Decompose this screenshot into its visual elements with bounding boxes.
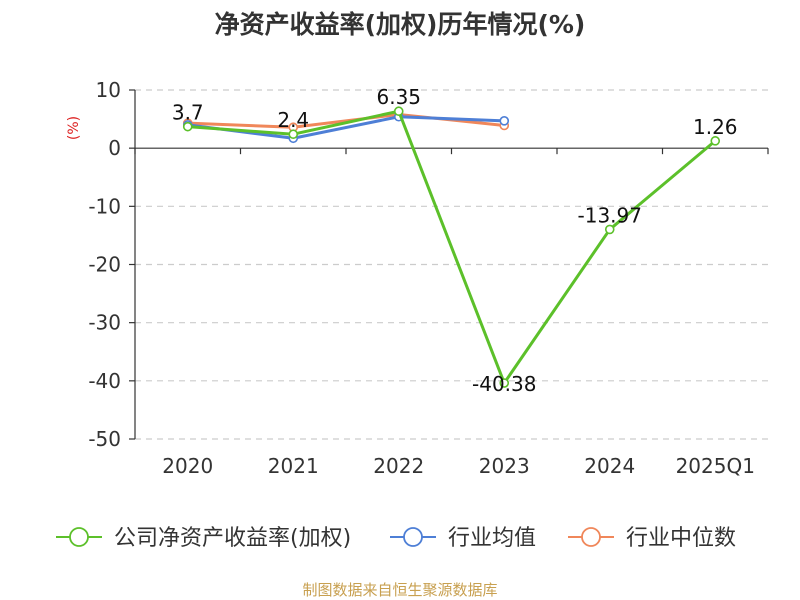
legend: 公司净资产收益率(加权) 行业均值 行业中位数 bbox=[56, 526, 736, 551]
x-tick-label: 2023 bbox=[479, 454, 530, 478]
grid-lines bbox=[135, 89, 768, 440]
data-label: 6.35 bbox=[376, 85, 421, 109]
source-note: 制图数据来自恒生聚源数据库 bbox=[302, 581, 497, 599]
y-tick-label: -40 bbox=[88, 369, 121, 393]
data-point bbox=[288, 129, 299, 140]
legend-label: 公司净资产收益率(加权) bbox=[114, 526, 351, 551]
data-label: 2.4 bbox=[277, 108, 309, 132]
y-tick-label: -30 bbox=[88, 311, 121, 335]
series-line-0 bbox=[187, 109, 717, 385]
data-point bbox=[393, 106, 404, 117]
x-tick-label: 2020 bbox=[162, 454, 213, 478]
data-labels: 3.7 2.4 6.35 -40.38 -13.97 1.26 bbox=[172, 85, 738, 396]
legend-marker bbox=[581, 527, 601, 547]
series-lines bbox=[182, 106, 721, 388]
data-point bbox=[604, 224, 615, 235]
y-tick-label: 10 bbox=[96, 78, 121, 102]
axes bbox=[129, 89, 769, 440]
data-point bbox=[499, 378, 510, 388]
series-line-2 bbox=[187, 112, 505, 129]
y-axis-unit-label: (%) bbox=[66, 116, 82, 140]
legend-marker bbox=[403, 527, 423, 547]
data-label: 3.7 bbox=[172, 101, 204, 125]
x-tick-label: 2021 bbox=[268, 454, 319, 478]
data-label: 1.26 bbox=[693, 115, 738, 139]
legend-marker bbox=[69, 527, 89, 547]
data-point bbox=[710, 136, 721, 146]
y-tick-label: -50 bbox=[88, 427, 121, 451]
data-label: -13.97 bbox=[578, 203, 642, 227]
x-tick-labels: 2020 2021 2022 2023 2024 2025Q1 bbox=[162, 454, 755, 478]
chart-title: 净资产收益率(加权)历年情况(%) bbox=[215, 10, 586, 39]
legend-label: 行业均值 bbox=[448, 526, 536, 551]
y-tick-label: 0 bbox=[108, 136, 121, 160]
legend-label: 行业中位数 bbox=[626, 526, 736, 551]
y-tick-labels: 10 0 -10 -20 -30 -40 -50 bbox=[88, 78, 121, 451]
y-tick-label: -10 bbox=[88, 194, 121, 218]
data-label: -40.38 bbox=[472, 372, 536, 396]
x-tick-label: 2024 bbox=[584, 454, 635, 478]
x-tick-label: 2025Q1 bbox=[676, 454, 755, 478]
y-tick-label: -20 bbox=[88, 253, 121, 277]
data-point bbox=[499, 116, 510, 126]
data-point bbox=[182, 121, 193, 132]
x-tick-label: 2022 bbox=[373, 454, 424, 478]
